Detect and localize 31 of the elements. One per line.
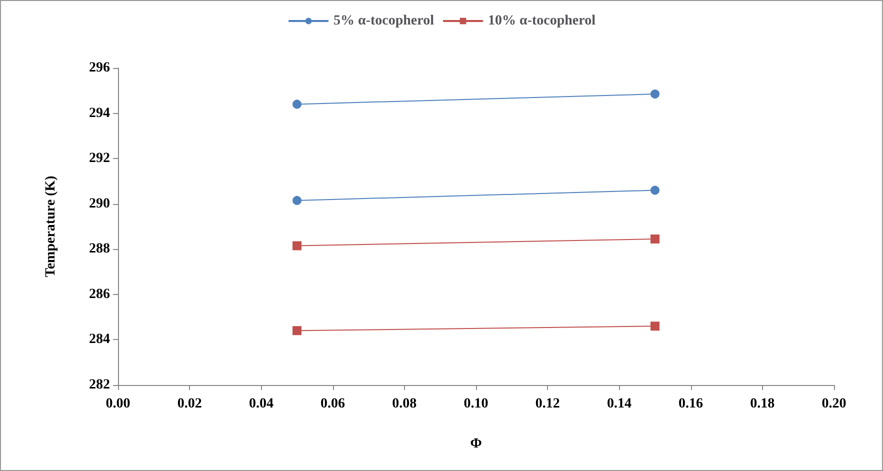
- x-tick-label: 0.08: [392, 396, 417, 412]
- y-tick-label: 284: [89, 332, 110, 348]
- point: [650, 234, 660, 244]
- point: [650, 322, 660, 331]
- y-axis-title: Temperature (K): [44, 175, 58, 278]
- x-tick-label: 0.04: [248, 396, 274, 412]
- y-tick-label: 288: [89, 242, 110, 257]
- x-tick-label: 0.18: [750, 396, 775, 412]
- y-tick-label: 282: [89, 378, 110, 392]
- point: [292, 196, 302, 205]
- x-tick-label: 0.20: [822, 396, 846, 412]
- x-tick-label: 0.02: [177, 396, 202, 412]
- y-tick-label: 290: [89, 196, 110, 212]
- point: [292, 100, 302, 109]
- y-tick-label: 286: [89, 286, 110, 302]
- y-tick-label: 292: [89, 151, 110, 166]
- point: [650, 186, 660, 195]
- x-tick-label: 0.00: [106, 396, 130, 412]
- point: [650, 90, 660, 99]
- x-tick-label: 0.16: [678, 396, 704, 412]
- x-axis-title: Φ: [470, 436, 482, 452]
- legend-label: 5% α-tocopherol: [334, 14, 434, 28]
- y-tick-label: 294: [89, 106, 110, 121]
- point: [292, 241, 302, 250]
- legend-label: 10% α-tocopherol: [488, 14, 596, 28]
- x-tick-label: 0.06: [320, 396, 346, 412]
- x-tick-label: 0.10: [464, 396, 488, 412]
- x-tick-label: 0.12: [535, 396, 560, 412]
- x-tick-label: 0.14: [606, 396, 632, 412]
- y-tick-label: 296: [89, 60, 110, 76]
- point: [292, 326, 302, 336]
